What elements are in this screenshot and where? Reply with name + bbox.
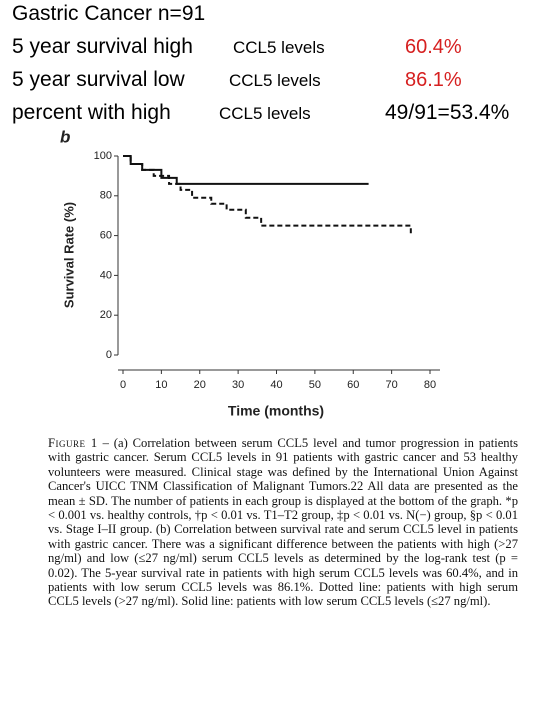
panel-label: b [60, 127, 70, 146]
caption-text: – (a) Correlation between serum CCL5 lev… [48, 436, 519, 609]
y-axis-label: Survival Rate (%) [61, 202, 76, 308]
x-tick-label: 20 [194, 379, 206, 391]
chart: b Time (months) Survival Rate (%) 0 20 40 6… [60, 127, 440, 419]
survival-curve [123, 155, 369, 185]
x-tick-label: 70 [386, 379, 398, 391]
row-value: 49/91=53.4% [385, 101, 510, 124]
x-tick-label: 10 [155, 379, 167, 391]
x-tick-label: 40 [270, 379, 282, 391]
row-label: 5 year survival high [12, 35, 193, 58]
x-tick-label: 30 [232, 379, 244, 391]
y-tick-label: 100 [94, 150, 112, 162]
x-tick-label: 80 [424, 379, 436, 391]
y-tick-label: 0 [106, 349, 112, 361]
row-sub: CCL5 levels [229, 71, 321, 90]
y-tick-label: 60 [100, 230, 112, 242]
row-sub: CCL5 levels [219, 104, 311, 123]
survival-curve [123, 155, 412, 234]
y-tick-label: 20 [100, 309, 112, 321]
row-sub: CCL5 levels [233, 38, 325, 57]
row-value: 60.4% [405, 36, 462, 58]
y-tick-label: 80 [100, 190, 112, 202]
x-axis-label: Time (months) [228, 403, 324, 419]
x-tick-label: 50 [309, 379, 321, 391]
header-line: Gastric Cancer n=91 [12, 2, 206, 25]
row-label: percent with high [12, 101, 171, 124]
x-tick-label: 0 [120, 379, 126, 391]
caption: Figure 1 – (a) Correlation between serum… [48, 436, 518, 609]
row-label: 5 year survival low [12, 68, 185, 91]
y-tick-label: 40 [100, 269, 112, 281]
x-tick-label: 60 [347, 379, 359, 391]
row-value: 86.1% [405, 69, 462, 91]
caption-label: Figure 1 [48, 436, 98, 450]
